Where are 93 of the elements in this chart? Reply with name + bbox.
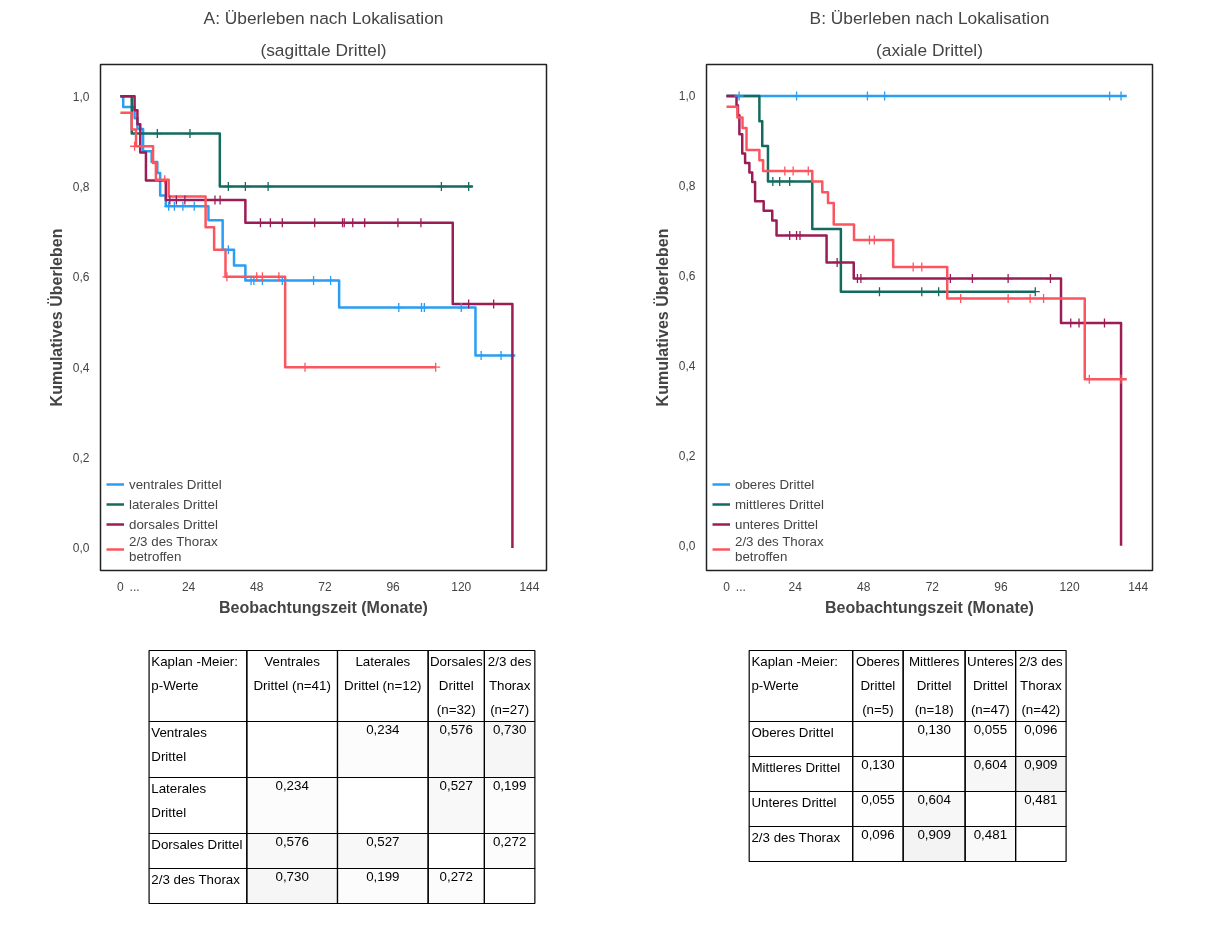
data-label: 0,604: [917, 791, 952, 807]
x-tick-label: Dorsales Drittel (n=32): [429, 653, 483, 717]
data-label: 0,234: [366, 721, 401, 737]
x-tick-label: 0: [723, 579, 731, 594]
data-label: 0,055: [973, 721, 1008, 737]
y-tick-label: 0,0: [678, 539, 696, 554]
x-axis-title: Beobachtungszeit (Monate): [825, 598, 1034, 616]
chart-title: Kaplan -Meier: p-Werte: [151, 653, 238, 693]
legend-label: unteres Drittel: [735, 516, 818, 532]
y-tick-label: 0,4: [72, 360, 90, 375]
x-tick-label: 96: [994, 579, 1008, 594]
y-tick-label: Unteres Drittel: [751, 794, 837, 810]
y-tick-label: 1,0: [678, 89, 696, 104]
y-tick-label: 0,4: [678, 359, 696, 374]
y-tick-label: Dorsales Drittel: [151, 836, 243, 852]
x-tick-label: 72: [925, 579, 940, 594]
x-tick-label: ...: [129, 579, 140, 594]
data-label: 0,234: [275, 777, 310, 793]
y-tick-label: 0,2: [72, 451, 90, 466]
x-tick-label: 48: [857, 579, 871, 594]
data-label: 0,909: [1024, 756, 1058, 772]
x-tick-label: 144: [1128, 579, 1149, 594]
y-tick-label: 2/3 des Thorax: [751, 829, 841, 845]
legend-label: dorsales Drittel: [129, 516, 218, 532]
y-axis-title: Kumulatives Überleben: [652, 228, 671, 407]
x-tick-label: 24: [788, 579, 803, 594]
chart-subtitle: (sagittale Drittel): [260, 39, 387, 60]
x-tick-label: 24: [181, 579, 196, 594]
x-tick-label: Mittleres Drittel (n=18): [908, 653, 960, 717]
y-tick-label: 0,0: [72, 541, 90, 556]
data-label: 0,096: [861, 826, 895, 842]
y-tick-label: 2/3 des Thorax: [151, 871, 241, 887]
point: [1002, 273, 1014, 284]
point: [733, 90, 745, 102]
data-label: 0,604: [973, 756, 1008, 772]
legend-label: oberes Drittel: [735, 476, 815, 492]
legend-label: mittleres Drittel: [735, 496, 824, 512]
data-label: 0,130: [917, 721, 951, 737]
y-tick-label: Oberes Drittel: [751, 724, 834, 740]
legend-label: 2/3 des Thorax betroffen: [735, 534, 824, 564]
data-label: 0,576: [275, 833, 309, 849]
x-tick-label: Oberes Drittel (n=5): [856, 653, 901, 717]
x-tick-label: 2/3 des Thorax (n=27): [487, 653, 532, 717]
data-label: 0,272: [439, 868, 473, 884]
data-label: 0,272: [492, 833, 527, 849]
x-tick-label: 120: [451, 579, 472, 594]
chart-title: B: Überleben nach Lokalisation: [809, 7, 1050, 28]
data-label: 0,527: [439, 777, 473, 793]
data-label: 0,199: [492, 777, 527, 793]
point: [855, 273, 867, 284]
data-label: 0,730: [492, 721, 527, 737]
x-tick-label: Ventrales Drittel (n=41): [253, 653, 331, 693]
point: [262, 181, 274, 192]
y-tick-label: Ventrales Drittel: [151, 724, 208, 764]
x-tick-label: 144: [519, 579, 540, 594]
y-tick-label: 0,6: [678, 269, 696, 284]
x-tick-label: 120: [1059, 579, 1080, 594]
y-tick-label: 0,8: [678, 179, 696, 194]
data-label: 0,576: [439, 721, 473, 737]
data-label: 0,481: [973, 826, 1008, 842]
y-tick-label: Mittleres Drittel: [751, 759, 841, 775]
x-tick-label: 48: [250, 579, 264, 594]
legend-label: laterales Drittel: [129, 496, 218, 512]
x-tick-label: 2/3 des Thorax (n=42): [1018, 653, 1064, 717]
y-axis-title: Kumulatives Überleben: [46, 228, 65, 407]
data-label: 0,527: [366, 833, 400, 849]
data-label: 0,909: [917, 826, 951, 842]
y-tick-label: 1,0: [72, 89, 90, 104]
y-tick-label: 0,8: [72, 179, 90, 194]
x-axis-title: Beobachtungszeit (Monate): [219, 598, 428, 616]
data-label: 0,730: [275, 868, 309, 884]
x-tick-label: 0: [117, 579, 125, 594]
point: [794, 230, 806, 241]
x-tick-label: 96: [386, 579, 401, 594]
data-label: 0,096: [1024, 721, 1058, 737]
chart-title: Kaplan -Meier: p-Werte: [751, 653, 839, 693]
point: [184, 128, 196, 139]
chart-subtitle: (axiale Drittel): [876, 39, 983, 60]
x-tick-label: Laterales Drittel (n=12): [344, 653, 422, 693]
chart-title: A: Überleben nach Lokalisation: [203, 7, 444, 28]
y-tick-label: 0,2: [678, 449, 696, 464]
data-label: 0,130: [861, 756, 895, 772]
x-tick-label: ...: [735, 579, 746, 594]
x-tick-label: Unteres Drittel (n=47): [967, 653, 1015, 717]
data-label: 0,055: [861, 791, 895, 807]
x-tick-label: 72: [318, 579, 332, 594]
point: [495, 350, 507, 361]
legend-label: ventrales Drittel: [129, 476, 222, 492]
y-tick-label: Laterales Drittel: [151, 780, 207, 820]
legend-label: 2/3 des Thorax betroffen: [129, 534, 218, 564]
data-label: 0,481: [1024, 791, 1058, 807]
y-tick-label: 0,6: [72, 270, 90, 285]
data-label: 0,199: [366, 868, 400, 884]
